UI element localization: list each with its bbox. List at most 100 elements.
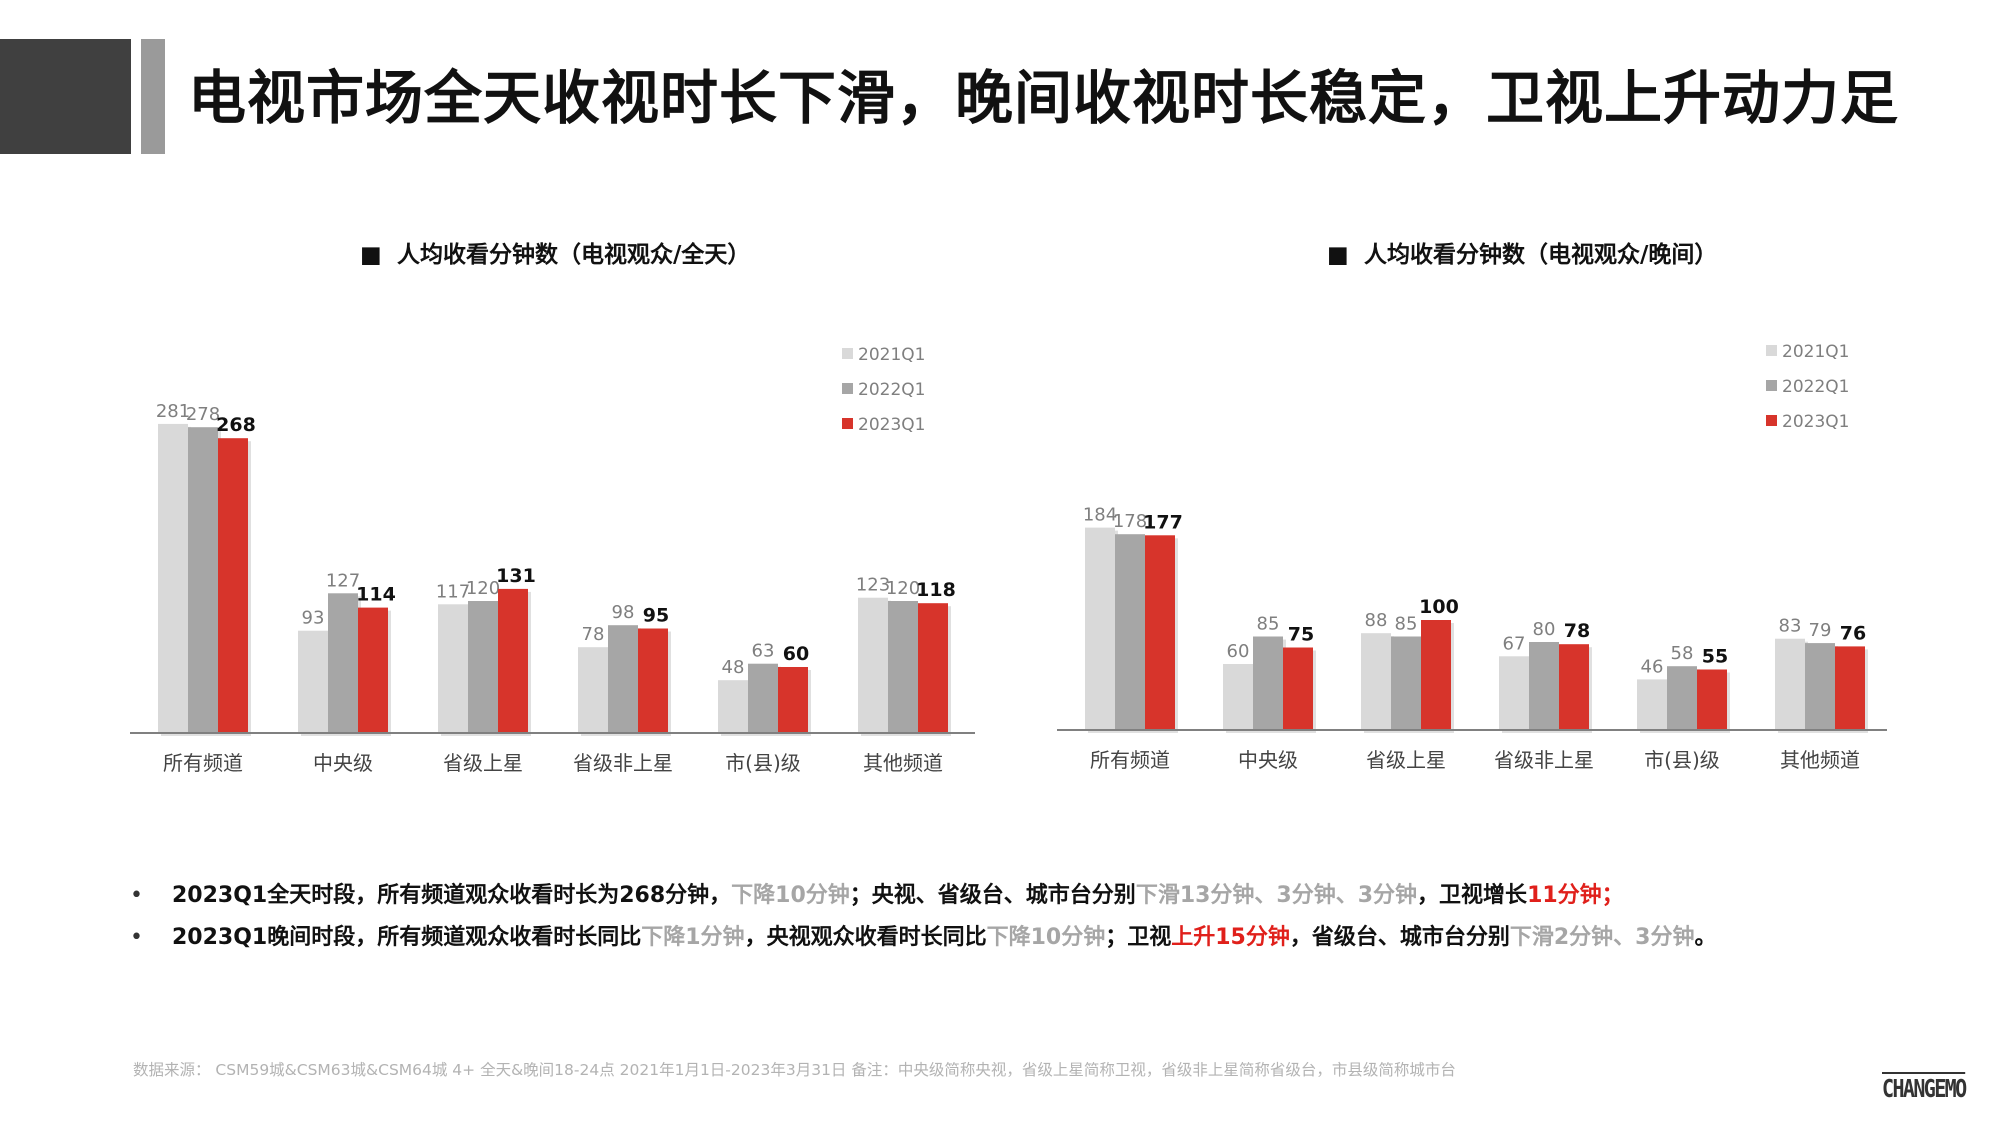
data-label: 120 [886, 578, 920, 599]
x-tick-label: 市(县)级 [1644, 748, 1720, 772]
note-segment: 11分钟； [1527, 883, 1624, 908]
legend-swatch [1766, 415, 1777, 426]
bar [888, 601, 918, 733]
bar [1223, 664, 1253, 730]
legend-item-label: 2021Q1 [1782, 342, 1849, 362]
data-label: 118 [916, 579, 956, 601]
data-label: 67 [1503, 633, 1526, 654]
legend-swatch [1766, 345, 1777, 356]
bar [1775, 638, 1805, 730]
bar [218, 438, 248, 733]
legend-swatch [1766, 380, 1777, 391]
x-tick-label: 中央级 [1238, 748, 1298, 772]
x-tick-label: 其他频道 [863, 751, 943, 775]
bar [1835, 646, 1865, 730]
data-label: 60 [1227, 641, 1250, 662]
data-label: 88 [1365, 610, 1388, 631]
note-segment: 上升15分钟 [1171, 925, 1290, 950]
data-label: 131 [496, 565, 536, 587]
note-segment: ，省级台、城市台分别 [1289, 925, 1510, 950]
bar [1391, 636, 1421, 730]
data-label: 177 [1143, 511, 1183, 533]
x-tick-label: 所有频道 [1090, 748, 1170, 772]
header-accent-block-light [141, 39, 165, 154]
note-segment: ；央视、省级台、城市台分别 [849, 883, 1136, 908]
data-label: 78 [582, 624, 605, 645]
x-tick-label: 省级上星 [443, 751, 523, 775]
x-tick-label: 市(县)级 [725, 751, 801, 775]
bar [608, 625, 638, 733]
data-label: 93 [302, 608, 325, 629]
x-tick-label: 省级非上星 [573, 751, 673, 775]
data-label: 76 [1840, 622, 1866, 644]
data-label: 123 [856, 575, 890, 596]
legend-item-label: 2023Q1 [1782, 412, 1849, 432]
data-label: 95 [643, 605, 669, 627]
page-title: 电视市场全天收视时长下滑，晚间收视时长稳定，卫视上升动力足 [188, 64, 1900, 132]
bar [358, 607, 388, 733]
legend-item-label: 2022Q1 [858, 380, 925, 400]
note-segment: ；卫视 [1105, 925, 1172, 950]
data-label: 75 [1288, 624, 1314, 646]
data-label: 78 [1564, 620, 1590, 642]
data-label: 80 [1533, 619, 1556, 640]
bar [1805, 643, 1835, 730]
note-segment: ，央视观众收看时长同比 [744, 925, 987, 950]
bar [1637, 679, 1667, 730]
bar [468, 601, 498, 733]
bar [158, 423, 188, 733]
x-tick-label: 中央级 [313, 751, 373, 775]
legend-item-label: 2023Q1 [858, 415, 925, 435]
bar [298, 630, 328, 733]
data-label: 85 [1257, 614, 1280, 635]
bar [1085, 527, 1115, 730]
bar [578, 647, 608, 733]
bar [438, 604, 468, 733]
data-label: 60 [783, 643, 809, 665]
data-label: 58 [1671, 643, 1694, 664]
note-segment: 下降1分钟 [641, 925, 745, 950]
legend-swatch [842, 418, 853, 429]
bar [498, 588, 528, 733]
x-tick-label: 其他频道 [1780, 748, 1860, 772]
x-tick-label: 省级上星 [1366, 748, 1446, 772]
bar [1697, 669, 1727, 730]
bar [1559, 644, 1589, 730]
bullet-dot: • [130, 925, 143, 950]
bar [1667, 666, 1697, 730]
data-label: 100 [1419, 596, 1459, 618]
chart-title-marker: ■ [1327, 242, 1349, 268]
bar [1283, 647, 1313, 730]
data-label: 127 [326, 570, 360, 591]
data-label: 79 [1809, 620, 1832, 641]
note-segment: 。 [1694, 925, 1717, 950]
data-label: 85 [1395, 614, 1418, 635]
note-segment: 下滑2分钟、3分钟 [1509, 925, 1695, 950]
data-label: 83 [1779, 616, 1802, 637]
note-segment: 下滑13分钟、3分钟、3分钟 [1135, 883, 1418, 908]
note-segment: 2023Q1晚间时段，所有频道观众收看时长同比 [172, 925, 642, 950]
x-tick-label: 省级非上星 [1494, 748, 1594, 772]
x-tick-label: 所有频道 [163, 751, 243, 775]
note-item: • 2023Q1全天时段，所有频道观众收看时长为268分钟，下降10分钟；央视、省… [130, 875, 1970, 917]
bar [1145, 535, 1175, 730]
bar [1421, 620, 1451, 730]
bar [918, 603, 948, 733]
data-label: 120 [466, 578, 500, 599]
data-label: 46 [1641, 656, 1664, 677]
data-label: 114 [356, 584, 396, 606]
data-label: 178 [1113, 511, 1147, 532]
bar [1253, 636, 1283, 730]
data-label: 184 [1083, 505, 1117, 526]
bar [328, 593, 358, 733]
data-label: 48 [722, 657, 745, 678]
bar [1529, 642, 1559, 730]
notes-list: • 2023Q1全天时段，所有频道观众收看时长为268分钟，下降10分钟；央视、省… [130, 875, 1970, 959]
data-label: 117 [436, 581, 470, 602]
bar [1499, 656, 1529, 730]
bullet-dot: • [130, 883, 143, 908]
chart-title: 人均收看分钟数（电视观众/晚间） [1364, 241, 1717, 268]
data-label: 98 [612, 602, 635, 623]
